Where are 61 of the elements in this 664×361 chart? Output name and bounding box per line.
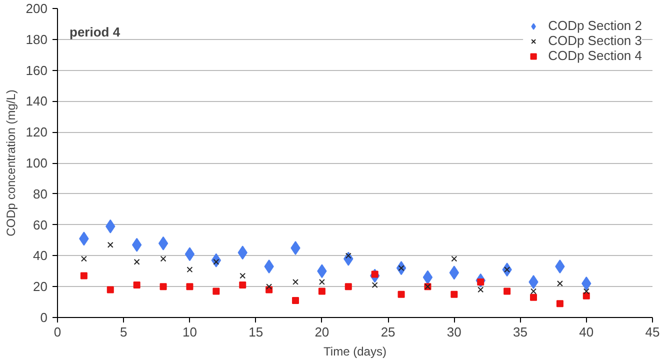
point xyxy=(422,270,433,284)
point xyxy=(292,297,299,304)
point xyxy=(451,256,458,262)
y-tick-label: 40 xyxy=(33,248,48,264)
x-tick-label: 40 xyxy=(579,324,594,340)
point xyxy=(80,272,88,280)
point xyxy=(556,280,563,286)
y-tick-label: 80 xyxy=(33,186,48,202)
point xyxy=(240,272,246,279)
point xyxy=(318,288,326,295)
point xyxy=(239,282,246,289)
point xyxy=(186,283,194,290)
point xyxy=(582,292,590,300)
x-tick-label: 0 xyxy=(54,324,62,340)
point xyxy=(530,288,536,294)
y-tick-label: 140 xyxy=(26,94,48,109)
y-tick-label: 200 xyxy=(26,1,48,16)
legend-label: CODp Section 3 xyxy=(548,33,642,48)
legend-label: CODp Section 4 xyxy=(548,48,642,63)
x-tick-label: 35 xyxy=(513,324,528,340)
point xyxy=(184,247,195,262)
point xyxy=(134,258,140,265)
point xyxy=(556,300,564,308)
point xyxy=(292,278,298,285)
y-tick-label: 120 xyxy=(26,124,48,140)
point xyxy=(530,294,537,301)
point xyxy=(133,282,140,289)
point xyxy=(318,278,325,285)
point xyxy=(160,283,167,290)
y-tick-label: 20 xyxy=(33,279,48,294)
point xyxy=(106,286,114,294)
point xyxy=(398,290,405,298)
x-tick-label: 15 xyxy=(248,324,264,340)
point xyxy=(583,288,590,294)
point xyxy=(107,242,114,248)
x-axis-title: Time (days) xyxy=(324,344,386,358)
x-tick-label: 5 xyxy=(120,324,128,340)
point xyxy=(186,266,193,273)
y-tick-label: 180 xyxy=(26,32,48,47)
y-tick-label: 0 xyxy=(40,310,48,325)
x-tick-label: 10 xyxy=(182,324,197,340)
x-tick-label: 45 xyxy=(645,324,660,340)
point xyxy=(80,256,87,262)
x-tick-label: 20 xyxy=(314,324,330,340)
annotation: period 4 xyxy=(70,24,121,40)
point xyxy=(504,288,511,295)
point xyxy=(266,284,272,290)
point xyxy=(450,290,458,298)
point xyxy=(372,282,378,288)
legend-label: CODp Section 2 xyxy=(548,18,642,33)
point xyxy=(212,288,220,295)
y-tick-label: 160 xyxy=(26,62,48,78)
x-tick-label: 30 xyxy=(446,324,462,340)
point xyxy=(160,256,166,262)
y-axis-title: CODp concentration (mg/L) xyxy=(4,90,18,236)
y-tick-label: 60 xyxy=(33,217,48,232)
point xyxy=(344,283,352,290)
x-tick-label: 25 xyxy=(380,324,396,340)
y-tick-label: 100 xyxy=(26,156,48,170)
point xyxy=(478,286,484,293)
point xyxy=(158,236,168,250)
